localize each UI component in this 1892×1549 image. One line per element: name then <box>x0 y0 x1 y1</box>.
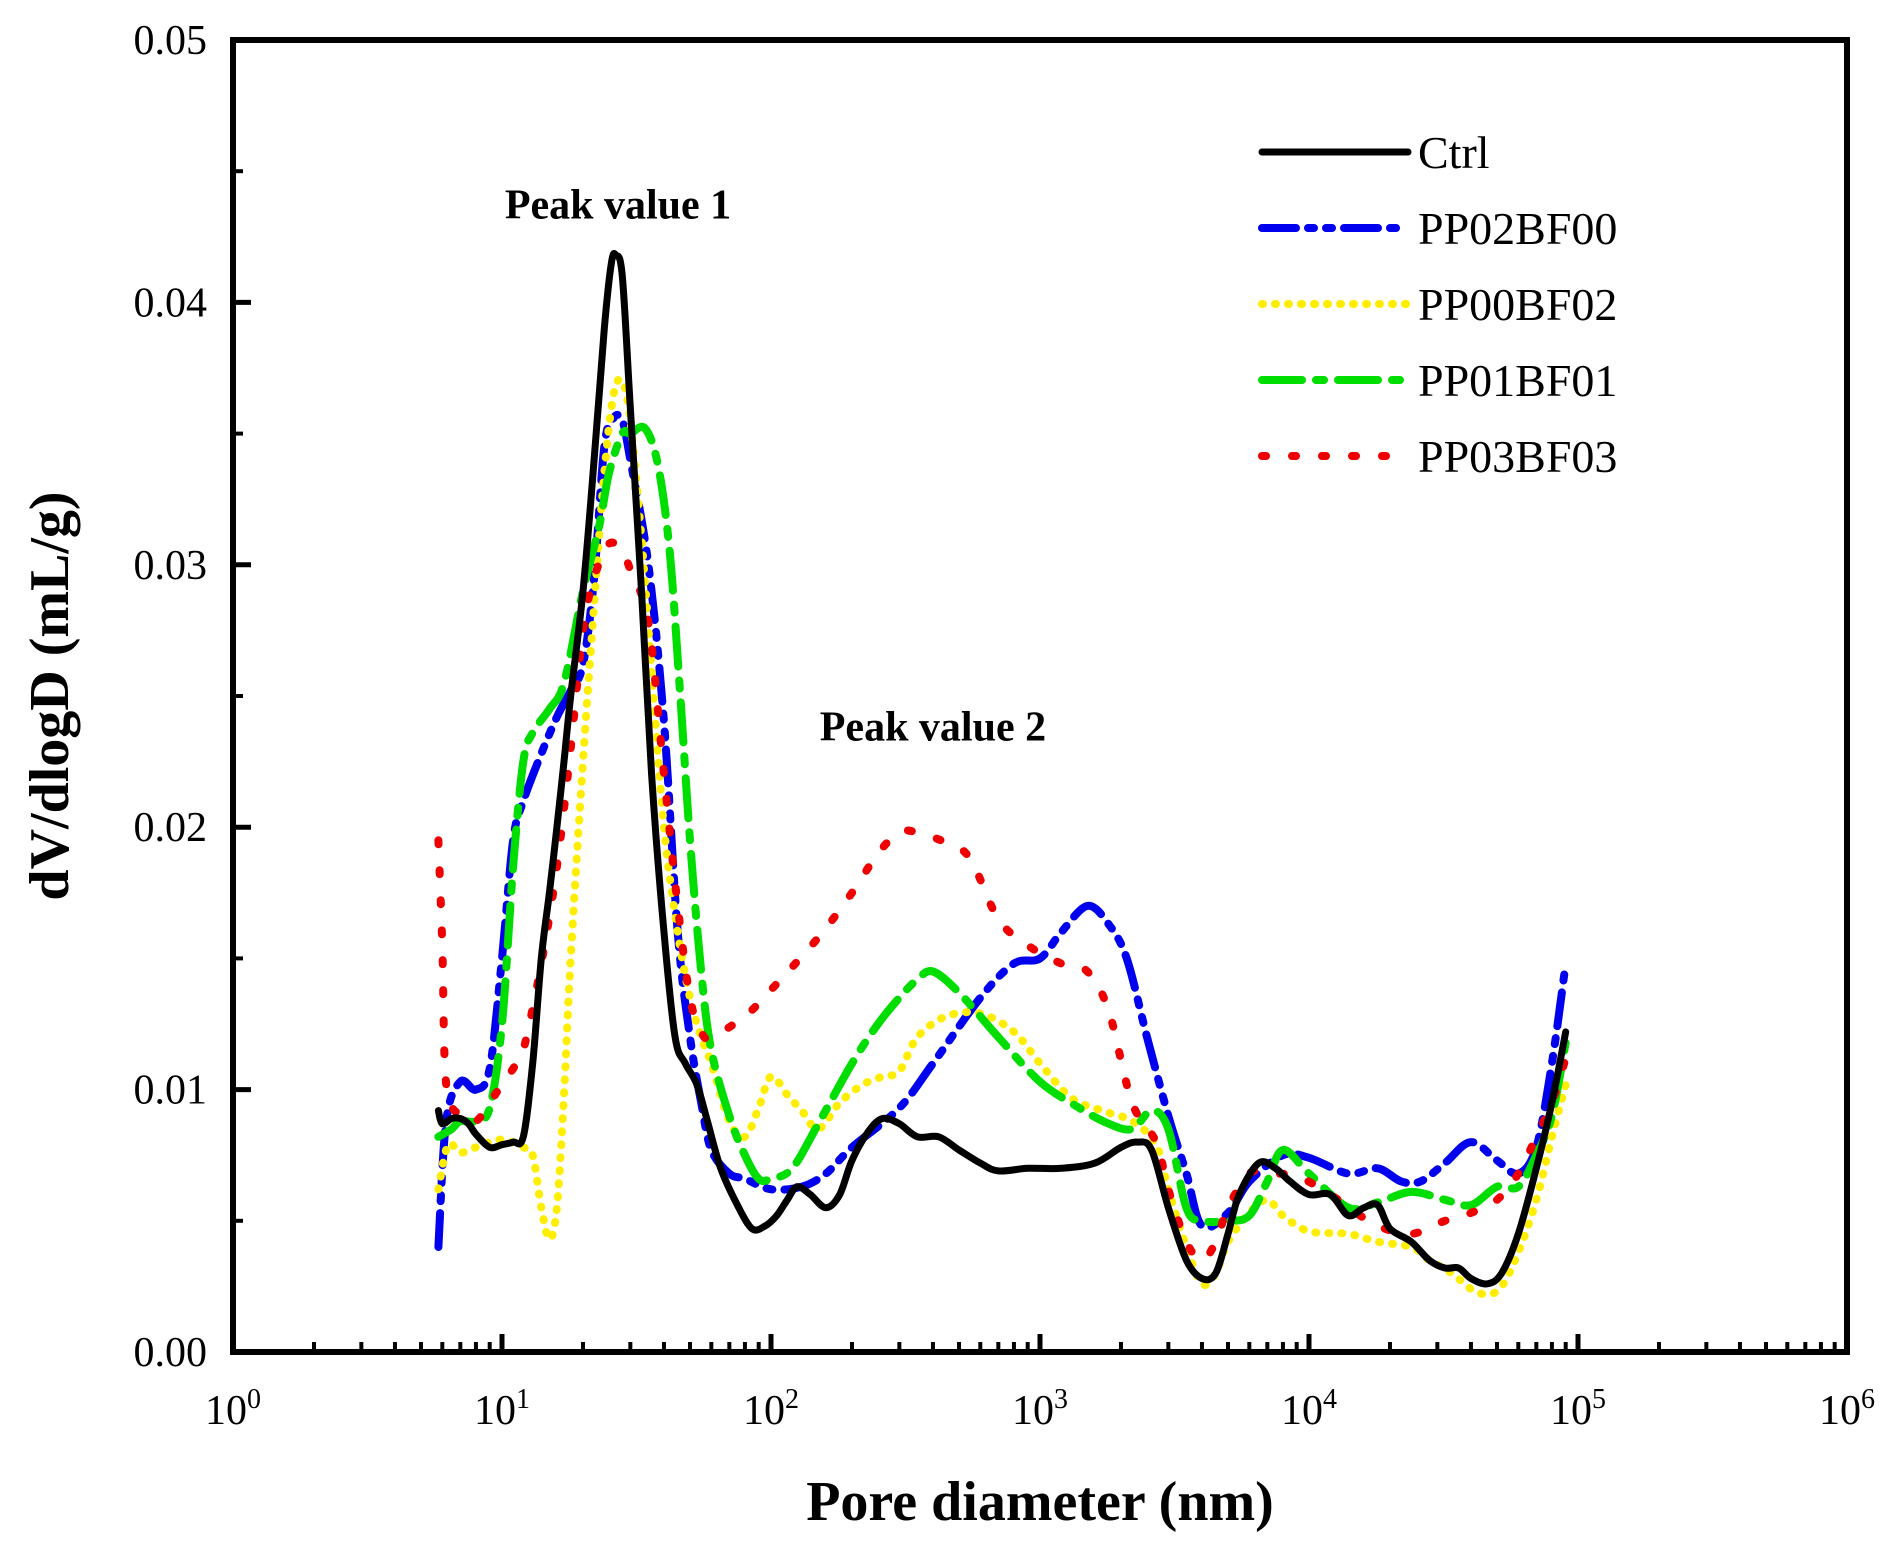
series-line-pp00bf02 <box>434 375 1570 1299</box>
legend-label-pp00bf02: PP00BF02 <box>1418 279 1617 330</box>
x-tick-label: 105 <box>1550 1384 1606 1434</box>
x-tick-label: 102 <box>743 1384 799 1434</box>
x-tick-label: 104 <box>1281 1384 1337 1434</box>
x-tick-label: 103 <box>1012 1384 1068 1434</box>
x-tick-label: 100 <box>205 1384 261 1434</box>
y-tick-label: 0.05 <box>134 18 208 64</box>
legend-label-pp03bf03: PP03BF03 <box>1418 431 1617 482</box>
series-line-pp03bf03 <box>434 538 1570 1265</box>
x-tick-label: 106 <box>1819 1384 1875 1434</box>
legend-label-pp01bf01: PP01BF01 <box>1418 355 1617 406</box>
legend-label-pp02bf00: PP02BF00 <box>1418 203 1617 254</box>
x-tick-label: 101 <box>474 1384 530 1434</box>
x-axis-title: Pore diameter (nm) <box>806 1471 1274 1533</box>
series-line-pp01bf01 <box>434 422 1570 1227</box>
labels-layer: 100 101 102 103 104 105 106 0.00 0.01 0.02 0.03 0.0… <box>19 18 1875 1533</box>
y-axis-title: dV/dlogD (mL/g) <box>19 491 81 900</box>
peak-annotation: Peak value 1 <box>505 182 731 228</box>
legend-label-ctrl: Ctrl <box>1418 127 1490 178</box>
y-tick-label: 0.00 <box>134 1330 208 1376</box>
series-layer <box>434 249 1570 1299</box>
ticks-layer <box>230 37 1850 1355</box>
peak-annotation: Peak value 2 <box>820 705 1046 751</box>
series-line-pp02bf00 <box>434 410 1570 1251</box>
legend: Ctrl PP02BF00 PP00BF02 PP01BF01 PP03BF03 <box>1258 127 1617 482</box>
y-tick-label: 0.03 <box>134 543 208 589</box>
y-tick-label: 0.04 <box>134 280 208 326</box>
series-line-ctrl <box>434 249 1570 1288</box>
y-tick-label: 0.01 <box>134 1068 208 1114</box>
y-tick-label: 0.02 <box>134 805 208 851</box>
